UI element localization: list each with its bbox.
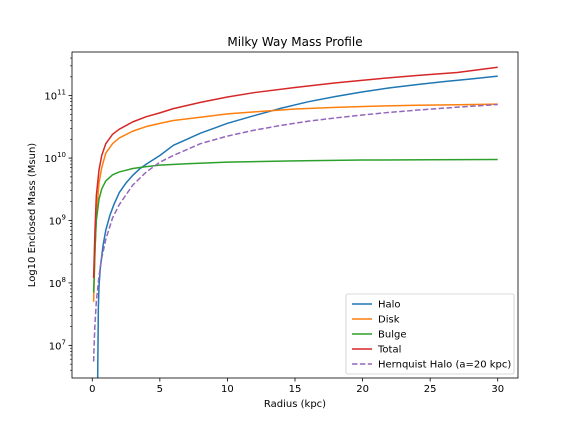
y-tick-label: 1010 — [44, 151, 66, 165]
y-tick-label: 109 — [49, 213, 66, 227]
x-tick-label: 5 — [157, 384, 163, 395]
plot-area — [92, 66, 498, 378]
series-line-3 — [92, 66, 498, 279]
legend-label-0: Halo — [378, 300, 401, 311]
x-tick-label: 20 — [356, 384, 369, 395]
y-tick-label: 1011 — [44, 89, 66, 103]
chart-title: Milky Way Mass Profile — [227, 35, 362, 49]
axis-ticks: 0 5 10 15 20 25 30 107 108 109 1010 1011 — [44, 57, 504, 395]
x-tick-label: 25 — [424, 384, 437, 395]
legend: Halo Disk Bulge Total Hernquist Halo (a=20 k… — [345, 293, 515, 375]
legend-label-1: Disk — [378, 315, 400, 326]
legend-box — [345, 293, 515, 375]
legend-label-4: Hernquist Halo (a=20 kpc) — [378, 360, 511, 371]
x-tick-label: 15 — [289, 384, 302, 395]
y-tick-label: 108 — [49, 276, 66, 290]
x-tick-label: 10 — [221, 384, 234, 395]
series-line-1 — [92, 103, 498, 302]
legend-label-2: Bulge — [378, 330, 406, 341]
series-line-0 — [96, 75, 498, 378]
legend-label-3: Total — [377, 345, 401, 356]
x-tick-label: 30 — [491, 384, 504, 395]
x-axis-label: Radius (kpc) — [264, 399, 326, 410]
x-tick-label: 0 — [89, 384, 95, 395]
y-tick-label: 107 — [49, 338, 66, 352]
y-axis-label: Log10 Enclosed Mass (Msun) — [27, 143, 38, 287]
series-line-2 — [92, 158, 498, 293]
